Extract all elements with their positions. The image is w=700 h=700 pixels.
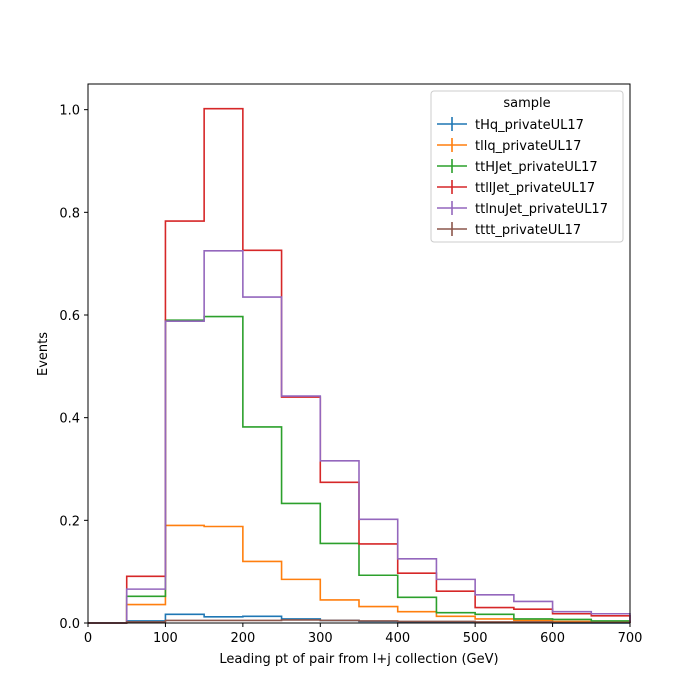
legend-label: tttt_privateUL17 (475, 223, 581, 238)
y-axis-label: Events (36, 332, 51, 376)
y-tick-label: 0.0 (59, 617, 80, 632)
series-line-tllq_privateUL17 (88, 524, 631, 624)
legend-entry: ttHJet_privateUL17 (437, 159, 598, 175)
x-axis-label: Leading pt of pair from l+j collection (… (219, 652, 498, 667)
legend-entries: tHq_privateUL17 tllq_privateUL17 ttHJet_pr… (437, 117, 608, 238)
legend-label: ttllJet_privateUL17 (475, 181, 595, 196)
y-tick-label: 0.6 (59, 309, 80, 324)
legend-entry: tttt_privateUL17 (437, 222, 581, 238)
axes-frame (87, 83, 631, 624)
x-axis: 0 100 200 300 400 500 600 700 (84, 623, 643, 646)
y-axis: 0.0 0.2 0.4 0.6 0.8 1.0 (59, 104, 88, 632)
legend: sample tHq_privateUL17 tllq_privateUL17tt… (430, 90, 624, 243)
legend-label: ttlnuJet_privateUL17 (475, 202, 608, 217)
legend-label: tllq_privateUL17 (475, 139, 581, 154)
legend-entry: tllq_privateUL17 (437, 138, 581, 154)
series-line-ttlnuJet_privateUL17 (88, 250, 631, 624)
x-tick-label: 200 (230, 631, 255, 646)
x-tick-label: 300 (308, 631, 333, 646)
legend-label: ttHJet_privateUL17 (475, 160, 598, 175)
x-tick-label: 500 (463, 631, 488, 646)
legend-label: tHq_privateUL17 (475, 118, 584, 133)
series-layer (88, 107, 631, 624)
legend-title: sample (503, 96, 550, 111)
x-tick-label: 100 (153, 631, 178, 646)
y-tick-label: 0.8 (59, 206, 80, 221)
legend-entry: ttllJet_privateUL17 (437, 180, 595, 196)
x-tick-label: 0 (84, 631, 92, 646)
x-tick-label: 600 (540, 631, 565, 646)
y-tick-label: 0.2 (59, 514, 80, 529)
legend-entry: tHq_privateUL17 (437, 117, 584, 133)
legend-entry: ttlnuJet_privateUL17 (437, 201, 608, 217)
series-line-ttHJet_privateUL17 (88, 315, 631, 624)
y-tick-label: 1.0 (59, 104, 80, 119)
x-tick-label: 400 (385, 631, 410, 646)
x-tick-label: 700 (618, 631, 643, 646)
series-line-tttt_privateUL17 (88, 619, 631, 624)
legend-box (430, 90, 624, 243)
y-tick-label: 0.4 (59, 412, 80, 427)
